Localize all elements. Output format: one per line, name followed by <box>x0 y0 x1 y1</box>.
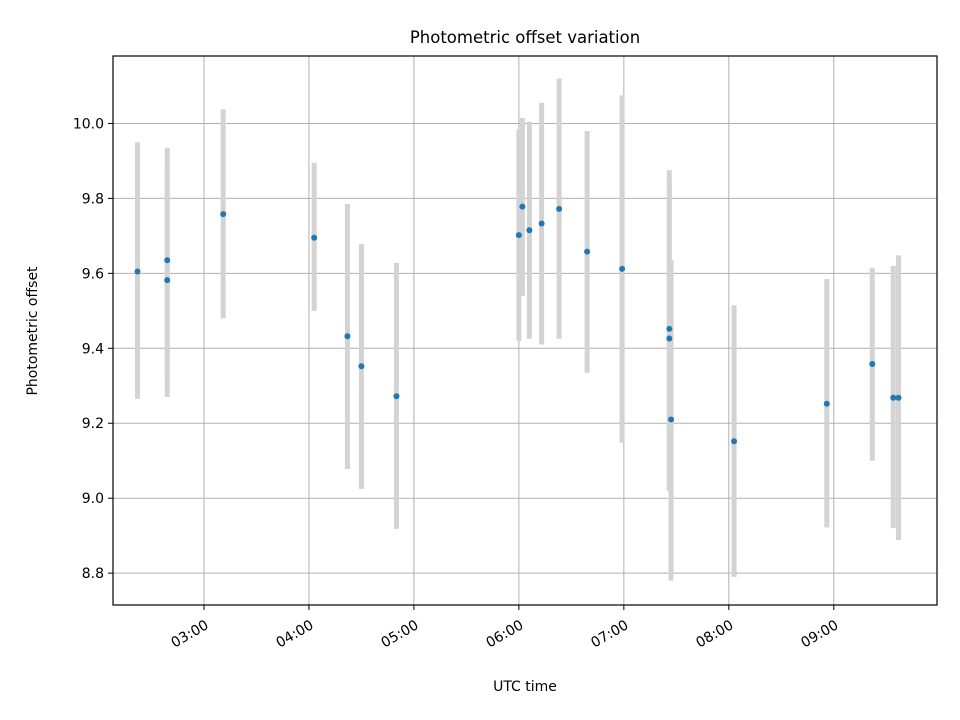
data-point <box>823 400 830 407</box>
data-points <box>134 203 902 445</box>
data-point <box>164 277 171 284</box>
data-point <box>344 333 351 340</box>
data-point <box>890 394 897 401</box>
y-tick-label: 9.0 <box>82 491 104 507</box>
y-tick-label: 10.0 <box>73 116 104 132</box>
x-tick-label: 05:00 <box>378 617 421 651</box>
x-tick-label: 04:00 <box>274 617 317 651</box>
y-axis-label: Photometric offset <box>25 266 41 396</box>
x-tick-label: 03:00 <box>169 617 212 651</box>
data-point <box>519 203 526 210</box>
data-point <box>311 234 318 241</box>
y-tick-label: 9.4 <box>82 341 104 357</box>
data-point <box>895 394 902 401</box>
data-point <box>619 265 626 272</box>
error-bars <box>134 78 902 581</box>
data-point <box>869 361 876 368</box>
x-tick-label: 08:00 <box>693 617 736 651</box>
data-point <box>556 205 563 212</box>
data-point <box>666 335 673 342</box>
y-tick-label: 9.8 <box>82 191 104 207</box>
data-point <box>731 438 738 445</box>
data-point <box>668 416 675 423</box>
x-tick-label: 06:00 <box>483 617 526 651</box>
data-point <box>515 232 522 239</box>
chart-title: Photometric offset variation <box>410 28 640 47</box>
grid <box>113 56 937 605</box>
x-axis-label: UTC time <box>493 679 557 695</box>
data-point <box>666 325 673 332</box>
data-point <box>134 268 141 275</box>
data-point <box>358 363 365 370</box>
plot-area-frame <box>112 55 938 606</box>
data-point <box>538 220 545 227</box>
x-tick-label: 07:00 <box>588 617 631 651</box>
y-axis-ticks: 8.8 9.0 9.2 9.4 9.6 9.8 10.0 <box>73 116 113 582</box>
x-axis-ticks: 03:00 04:00 05:00 06:00 07:00 08:00 09:00 <box>169 605 841 651</box>
data-point <box>220 211 227 218</box>
y-tick-label: 9.6 <box>82 266 104 282</box>
y-tick-label: 9.2 <box>82 416 104 432</box>
y-tick-label: 8.8 <box>82 566 104 582</box>
x-tick-label: 09:00 <box>798 617 841 651</box>
data-point <box>164 257 171 264</box>
data-point <box>393 393 400 400</box>
data-point <box>584 248 591 255</box>
data-point <box>526 227 533 234</box>
